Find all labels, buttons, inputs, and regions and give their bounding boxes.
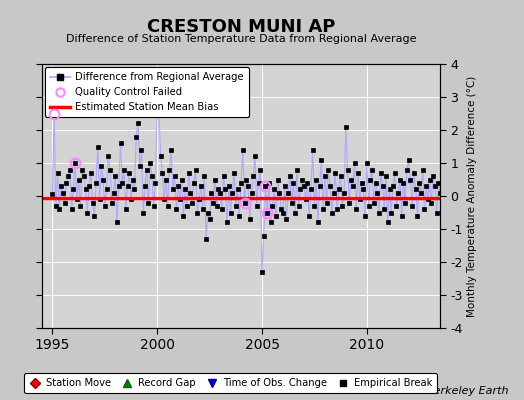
Y-axis label: Monthly Temperature Anomaly Difference (°C): Monthly Temperature Anomaly Difference (… (467, 75, 477, 317)
Legend: Station Move, Record Gap, Time of Obs. Change, Empirical Break: Station Move, Record Gap, Time of Obs. C… (24, 373, 437, 393)
Legend: Difference from Regional Average, Quality Control Failed, Estimated Station Mean: Difference from Regional Average, Qualit… (45, 67, 248, 117)
Text: Berkeley Earth: Berkeley Earth (426, 386, 508, 396)
Text: Difference of Station Temperature Data from Regional Average: Difference of Station Temperature Data f… (66, 34, 416, 44)
Text: CRESTON MUNI AP: CRESTON MUNI AP (147, 18, 335, 36)
